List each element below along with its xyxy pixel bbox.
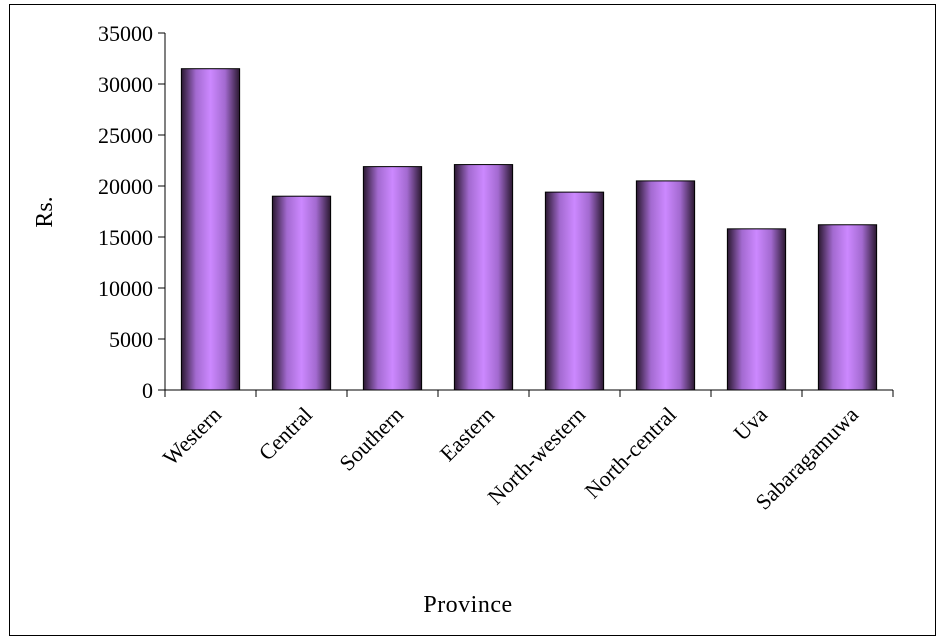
bar-southern [362,166,423,391]
y-tick-label: 30000 [98,72,153,97]
x-tick-label: North-central [580,402,681,503]
y-tick-label: 10000 [98,276,153,301]
y-tick-label: 20000 [98,174,153,199]
y-ticks-group: 0 5000 10000 15000 20000 25000 30000 35000 [98,21,165,403]
bar-uva [726,228,787,391]
y-tick-label: 25000 [98,123,153,148]
x-tick-label: Central [254,402,317,465]
y-tick-label: 15000 [98,225,153,250]
bars-group [180,68,878,391]
x-tick-label: Uva [728,402,772,446]
x-tick-label: North-western [483,402,591,510]
x-tick-label: Eastern [435,402,499,466]
x-axis-title: Province [423,592,512,618]
bar-western [180,68,241,391]
bar-eastern [453,164,514,391]
bar-north-central [635,180,696,391]
y-tick-label: 5000 [109,327,153,352]
x-tick-label: Southern [334,402,408,476]
y-tick-label: 0 [142,378,153,403]
x-tick-label: Western [158,402,226,470]
bar-central [271,195,332,391]
y-axis-title: Rs. [32,196,58,227]
y-tick-label: 35000 [98,21,153,46]
x-ticks-group: Western Central Southern EasternNorth-weste… [158,390,894,515]
bar-north-western [544,191,605,391]
bar-sabaragamuwa [817,224,878,391]
